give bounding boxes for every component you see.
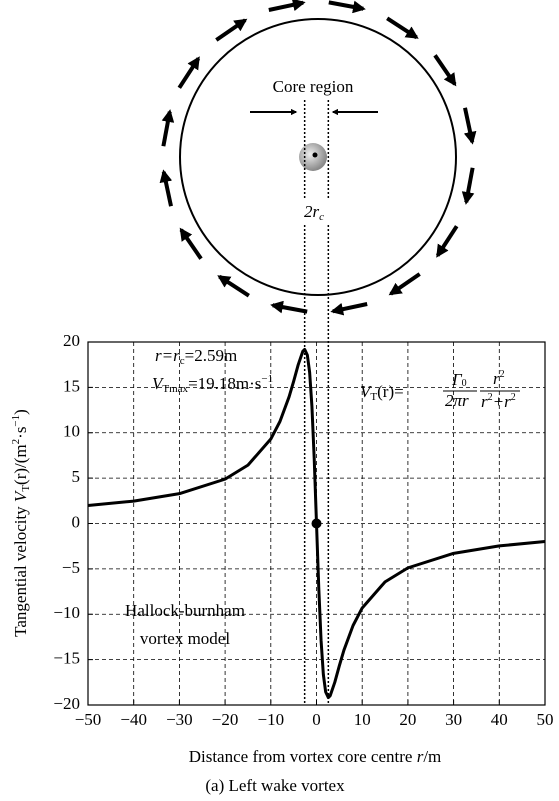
y-tick-label: 15 (63, 376, 80, 395)
x-tick-label: 10 (354, 710, 371, 729)
flow-arrow (268, 0, 306, 12)
plot: −50 −40 −30 −20 −10 0 10 20 30 40 50−20−15−10−5051… (53, 100, 554, 729)
text-part: Distance from vortex core centre (189, 747, 417, 766)
x-tick-label: −10 (258, 710, 285, 729)
text-part: ·s (11, 427, 30, 439)
x-tick-label: 50 (537, 710, 554, 729)
text-part: =2.59m (185, 346, 238, 365)
peak-radius-label: r=rc=2.59m (155, 346, 237, 367)
vortex-circle (179, 18, 457, 296)
text-part: =r (162, 346, 180, 365)
formula-num: Γ0 (451, 370, 467, 389)
y-tick-label: −5 (62, 558, 80, 577)
formula-lhs: VT(r)= (360, 382, 404, 403)
y-tick-label: −15 (53, 649, 80, 668)
y-tick-label: 20 (63, 331, 80, 350)
text-part: V (11, 489, 30, 502)
formula-num: r2 (493, 369, 505, 388)
flow-arrow (161, 109, 175, 147)
formula-den: r2+r2 (481, 392, 516, 411)
text-part: ) (11, 409, 30, 415)
flow-arrow (177, 56, 201, 89)
flow-arrow (463, 107, 477, 145)
x-tick-label: 40 (491, 710, 508, 729)
text-part: Γ (451, 370, 463, 389)
text-part: r (155, 346, 162, 365)
text-part: −1 (261, 373, 273, 385)
x-tick-label: −30 (166, 710, 193, 729)
text-part: c (180, 355, 185, 367)
text-part: c (319, 211, 324, 223)
flow-arrow (435, 225, 459, 258)
x-tick-label: −40 (120, 710, 147, 729)
flow-arrow (270, 300, 308, 314)
x-tick-label: 0 (312, 710, 321, 729)
x-tick-label: −50 (75, 710, 102, 729)
flow-arrow (215, 18, 248, 42)
vortex-core (299, 143, 327, 171)
formula: VT(r)= Γ0 2πr r2 r2+r2 (360, 369, 520, 411)
flow-arrow (328, 0, 366, 14)
flow-arrow (386, 16, 419, 40)
highlight-point (311, 518, 322, 529)
y-tick-label: −10 (53, 603, 80, 622)
text-part: Tmax (162, 383, 188, 395)
core-region-label: Core region (273, 77, 354, 96)
x-tick-label: −20 (212, 710, 239, 729)
core-center (312, 152, 318, 158)
text-part: (r)= (377, 382, 404, 401)
model-label: Hallock-burnham (125, 601, 245, 620)
text-part: 2 (488, 392, 493, 403)
caption: (a) Left wake vortex (205, 776, 345, 795)
text-part: −1 (10, 415, 22, 427)
text-part: V (360, 382, 373, 401)
y-tick-label: 0 (72, 512, 81, 531)
flow-arrow (217, 274, 250, 298)
text-part: 2 (500, 369, 505, 380)
model-label: vortex model (140, 629, 230, 648)
text-part: r (493, 369, 500, 388)
flow-arrow (179, 227, 203, 260)
text-part: 2r (304, 202, 320, 221)
formula-den: 2πr (445, 391, 469, 410)
text-part: 2 (511, 392, 516, 403)
flow-arrow (461, 167, 475, 205)
text-part: V (152, 374, 165, 393)
text-part: T (370, 391, 377, 403)
text-part: 2 (10, 439, 22, 445)
y-axis-label: Tangential velocity VT(r)/(m2·s−1) (10, 409, 32, 637)
flow-arrow (159, 169, 173, 207)
text-part: +r (493, 392, 511, 411)
text-part: (r)/(m (11, 444, 30, 485)
peak-velocity-label: VTmax=19.18m·s−1 (152, 373, 273, 395)
plot-frame (87, 341, 546, 706)
text-part: T (20, 485, 32, 492)
vortex-diagram: Core region 2rc (159, 0, 477, 316)
x-axis-label: Distance from vortex core centre r/m (189, 747, 442, 766)
y-tick-label: −20 (53, 694, 80, 713)
text-part: =19.18m·s (188, 374, 261, 393)
text-part: r (417, 747, 424, 766)
core-diameter-label: 2rc (304, 202, 324, 223)
flow-arrow (330, 302, 368, 316)
text-part: 0 (462, 378, 467, 389)
flow-arrow (433, 54, 457, 87)
text-part: r (481, 392, 488, 411)
text-part: Tangential velocity (11, 502, 30, 637)
y-tick-label: 10 (63, 422, 80, 441)
text-part: /m (423, 747, 441, 766)
y-tick-label: 5 (72, 467, 81, 486)
flow-arrow (388, 272, 421, 296)
x-tick-label: 20 (399, 710, 416, 729)
x-tick-label: 30 (445, 710, 462, 729)
